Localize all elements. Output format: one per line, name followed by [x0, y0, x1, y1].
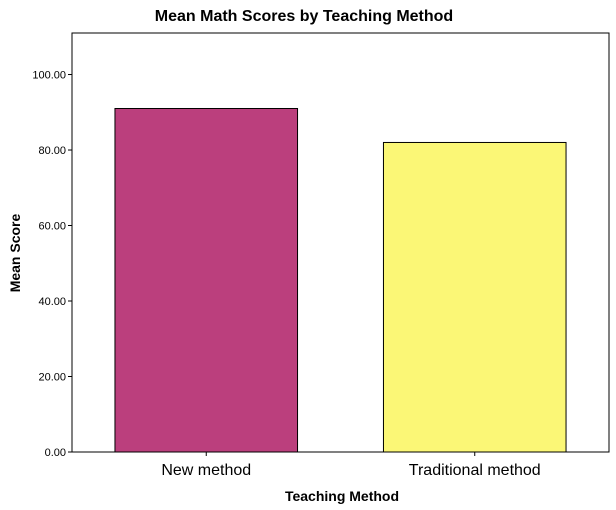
y-axis-title: Mean Score — [7, 213, 23, 292]
x-axis-ticks: New method Traditional method — [161, 452, 541, 479]
y-tick-label: 0.00 — [45, 447, 66, 459]
bar-new-method — [114, 107, 299, 453]
chart-title: Mean Math Scores by Teaching Method — [155, 8, 453, 25]
y-tick-label: 100.00 — [32, 70, 66, 82]
y-axis-ticks: 0.00 20.00 40.00 60.00 80.00 100.00 — [32, 70, 72, 459]
x-tick-label: New method — [161, 462, 251, 479]
x-tick-label: Traditional method — [409, 462, 541, 479]
y-tick-label: 80.00 — [38, 145, 66, 157]
y-tick-label: 60.00 — [38, 221, 66, 233]
y-tick-label: 40.00 — [38, 296, 66, 308]
bar-traditional-method — [382, 141, 567, 453]
bars — [114, 107, 567, 453]
x-axis-title: Teaching Method — [285, 488, 399, 504]
y-tick-label: 20.00 — [38, 372, 66, 384]
